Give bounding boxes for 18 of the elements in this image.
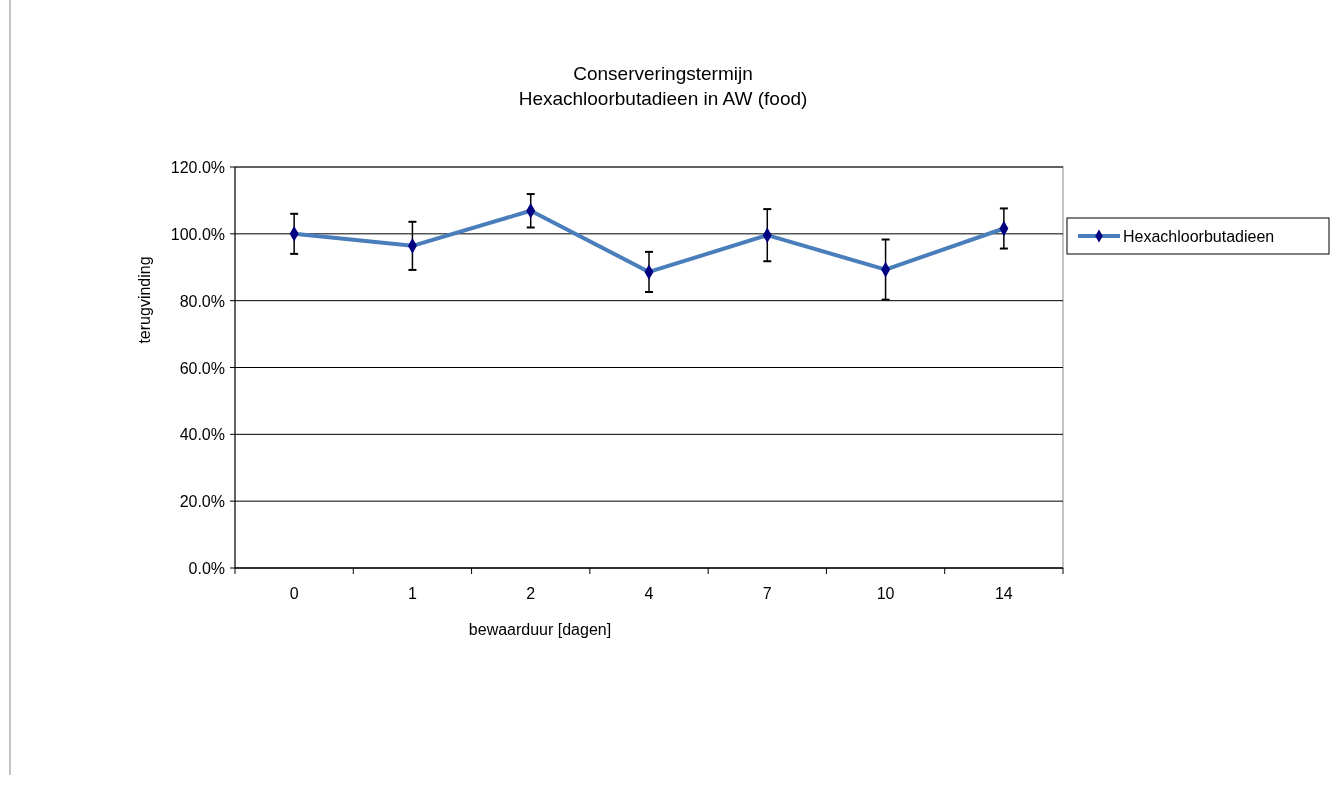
x-tick-label: 0 (289, 585, 299, 602)
y-tick-label: 0.0% (188, 560, 225, 577)
x-axis-title: bewaarduur [dagen] (468, 621, 612, 638)
y-tick-label: 60.0% (179, 359, 225, 377)
y-tick-label: 80.0% (179, 292, 225, 310)
x-tick-label: 14 (994, 585, 1013, 602)
y-tick-label: 100.0% (170, 225, 225, 243)
y-tick-label: 20.0% (179, 493, 225, 511)
x-tick-label: 1 (407, 585, 417, 602)
y-tick-label: 120.0% (170, 159, 225, 176)
legend-label: Hexachloorbutadieen (1123, 228, 1275, 245)
x-tick-label: 4 (644, 585, 654, 602)
y-tick-label: 40.0% (179, 426, 225, 444)
x-tick-label: 10 (876, 585, 895, 602)
x-tick-label: 7 (762, 585, 772, 602)
chart-title: Conserveringstermijn Hexachloorbutadieen in AW (food) (518, 63, 808, 109)
x-tick-label: 2 (526, 585, 536, 602)
y-axis-title: terugvinding (136, 256, 153, 344)
